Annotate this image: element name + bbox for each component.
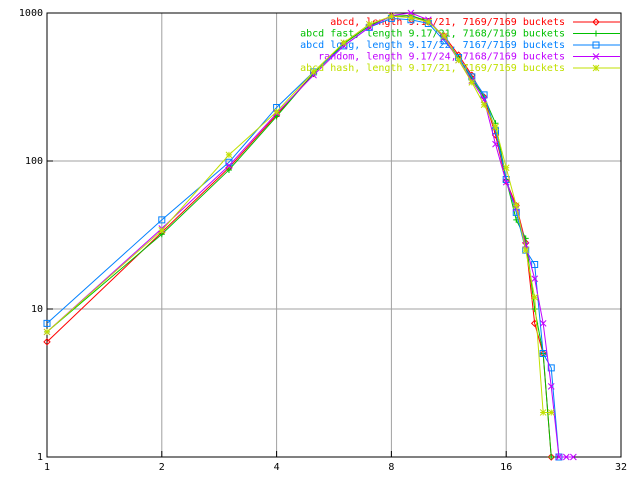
data-point — [592, 18, 600, 26]
data-point — [43, 319, 51, 327]
y-tick-label: 1 — [37, 452, 43, 463]
plot-frame — [46, 12, 622, 458]
data-point — [547, 383, 555, 390]
data-point — [407, 14, 415, 22]
legend-label: abcd fast, length 9.17/21, 7168/7169 buc… — [300, 29, 565, 40]
data-point — [570, 453, 577, 461]
data-point — [547, 364, 555, 372]
legend-label: abcd, length 9.17/21, 7169/7169 buckets — [330, 17, 565, 28]
data-point — [502, 178, 510, 186]
legend-label: random, length 9.17/24, 7168/7169 bucket… — [318, 52, 565, 63]
data-point — [593, 30, 599, 37]
data-point — [539, 319, 547, 327]
data-point — [522, 241, 530, 249]
data-point — [225, 166, 232, 173]
legend-label: abcd hash, length 9.17/21, 7169/7169 buc… — [300, 63, 565, 74]
data-point — [592, 41, 600, 49]
x-tick-label: 4 — [274, 462, 280, 473]
y-tick-label: 10 — [31, 304, 43, 315]
data-point — [365, 20, 373, 28]
data-point — [531, 306, 538, 312]
x-tick-label: 1 — [44, 462, 50, 473]
data-point — [492, 123, 499, 131]
data-point — [158, 216, 166, 224]
data-point — [455, 54, 463, 62]
data-point — [562, 453, 570, 461]
data-point — [531, 275, 539, 283]
data-point — [273, 108, 280, 116]
x-tick-label: 16 — [500, 462, 512, 473]
data-point — [502, 164, 510, 172]
data-point — [310, 68, 317, 76]
data-point — [555, 453, 563, 461]
data-point — [225, 151, 233, 159]
data-point — [502, 175, 510, 183]
data-point — [512, 202, 520, 209]
y-tick-label: 100 — [25, 156, 43, 167]
data-point — [440, 32, 448, 40]
data-point — [480, 101, 488, 109]
legend-label: abcd long, length 9.17/22, 7167/7169 buc… — [300, 40, 565, 51]
data-point — [492, 140, 499, 148]
data-point — [340, 39, 348, 47]
data-point — [547, 409, 555, 416]
data-point — [388, 12, 395, 20]
y-tick-label: 1000 — [19, 8, 43, 19]
x-tick-label: 2 — [159, 462, 165, 473]
data-point — [592, 64, 600, 72]
data-point — [592, 53, 600, 60]
data-point — [522, 246, 530, 254]
data-point — [455, 56, 462, 64]
data-point — [531, 293, 539, 301]
data-point — [43, 338, 51, 346]
data-point — [548, 454, 555, 460]
data-point — [555, 453, 563, 461]
data-point — [158, 226, 166, 234]
data-point — [539, 409, 547, 416]
x-tick-label: 32 — [615, 462, 627, 473]
data-point — [340, 42, 348, 50]
data-point — [468, 78, 476, 86]
data-point — [225, 162, 233, 170]
data-point — [531, 260, 539, 268]
data-point — [43, 328, 51, 336]
x-tick-label: 8 — [388, 462, 394, 473]
data-point — [425, 18, 432, 26]
data-point — [539, 350, 547, 358]
